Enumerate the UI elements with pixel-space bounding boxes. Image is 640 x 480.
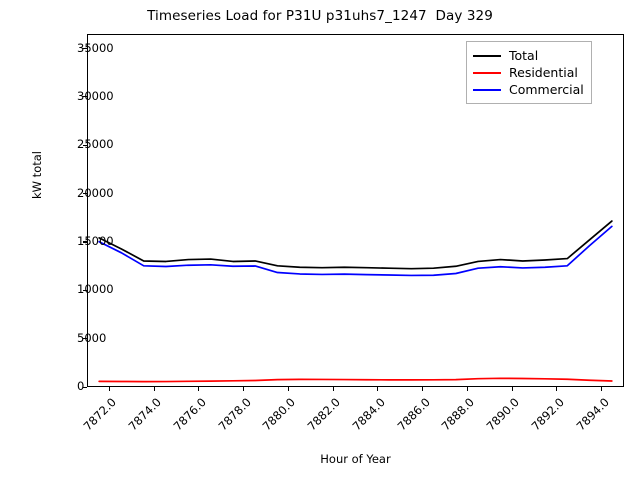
x-tick-mark [243, 387, 245, 391]
y-tick-mark [83, 193, 87, 195]
y-axis-label: kW total [30, 151, 44, 199]
legend-item-residential[interactable]: Residential [473, 64, 584, 81]
x-tick-mark [466, 387, 468, 391]
y-tick-mark [83, 338, 87, 340]
x-tick-mark [108, 387, 110, 391]
legend-label: Residential [509, 65, 578, 80]
legend-label: Commercial [509, 82, 584, 97]
series-line-residential [98, 377, 613, 383]
x-tick-label: 7872.0 [80, 395, 120, 434]
series-line-total [98, 220, 613, 270]
x-tick-mark [153, 387, 155, 391]
x-tick-label: 7890.0 [483, 395, 523, 434]
x-tick-label: 7874.0 [125, 395, 165, 434]
x-tick-mark [198, 387, 200, 391]
legend-label: Total [509, 48, 539, 63]
x-tick-mark [287, 387, 289, 391]
legend-swatch-commercial [473, 88, 501, 91]
legend-swatch-total [473, 54, 501, 57]
x-tick-label: 7894.0 [573, 395, 612, 434]
legend-item-total[interactable]: Total [473, 47, 584, 64]
x-tick-mark [422, 387, 424, 391]
series-line-commercial [98, 225, 613, 277]
legend-item-commercial[interactable]: Commercial [473, 81, 584, 98]
x-tick-label: 7880.0 [259, 395, 299, 434]
x-tick-label: 7884.0 [349, 395, 388, 434]
x-tick-mark [601, 387, 603, 391]
x-tick-mark [511, 387, 513, 391]
y-tick-mark [83, 96, 87, 98]
x-tick-label: 7878.0 [215, 395, 254, 434]
y-tick-mark [83, 241, 87, 243]
y-tick-mark [83, 289, 87, 291]
chart-title: Timeseries Load for P31U p31uhs7_1247 Da… [147, 8, 493, 24]
x-tick-label: 7886.0 [394, 395, 433, 434]
x-tick-label: 7892.0 [528, 395, 567, 434]
y-tick-mark [83, 48, 87, 50]
x-axis-label: Hour of Year [320, 452, 391, 466]
x-tick-mark [556, 387, 558, 391]
y-tick-mark [83, 386, 87, 388]
x-tick-mark [332, 387, 334, 391]
x-tick-label: 7876.0 [170, 395, 209, 434]
chart-legend: Total Residential Commercial [466, 41, 592, 104]
y-tick-mark [83, 144, 87, 146]
x-tick-mark [377, 387, 379, 391]
plot-svg [98, 220, 613, 383]
x-tick-label: 7888.0 [438, 395, 478, 434]
legend-swatch-residential [473, 71, 501, 74]
x-tick-label: 7882.0 [304, 395, 344, 434]
